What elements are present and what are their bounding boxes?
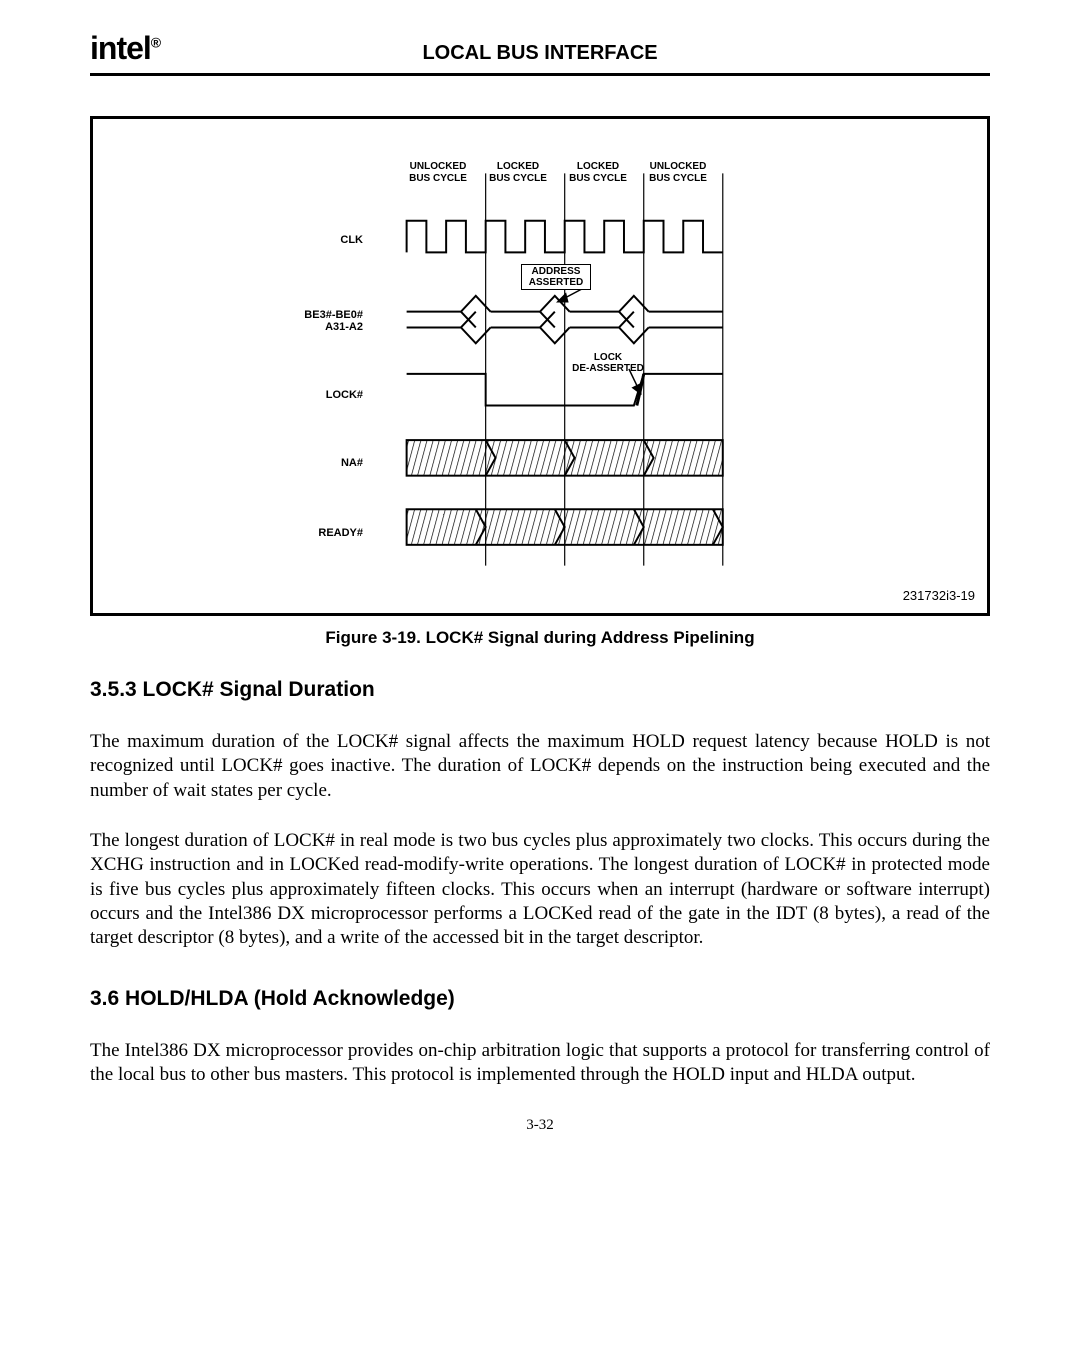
intel-logo: intel® — [90, 30, 160, 67]
signal-label-be: BE3#-BE0# A31-A2 — [243, 309, 363, 333]
registered-mark: ® — [151, 34, 160, 50]
chapter-title: LOCAL BUS INTERFACE — [160, 42, 920, 65]
page-header: intel® LOCAL BUS INTERFACE — [90, 30, 990, 76]
signal-label-clk: CLK — [243, 234, 363, 246]
signal-label-na: NA# — [243, 457, 363, 469]
para-353-2: The longest duration of LOCK# in real mo… — [90, 829, 990, 951]
col-label-1: LOCKED BUS CYCLE — [478, 161, 558, 184]
col-label-3: UNLOCKED BUS CYCLE — [638, 161, 718, 184]
annotation-lock-deasserted: LOCK DE-ASSERTED — [563, 352, 653, 374]
section-heading-36: 3.6 HOLD/HLDA (Hold Acknowledge) — [90, 987, 990, 1011]
para-36-1: The Intel386 DX microprocessor provides … — [90, 1039, 990, 1088]
figure-caption: Figure 3-19. LOCK# Signal during Address… — [90, 628, 990, 648]
logo-text: intel — [90, 30, 151, 66]
annotation-address-asserted: ADDRESS ASSERTED — [521, 264, 591, 290]
timing-diagram-figure: UNLOCKED BUS CYCLE LOCKED BUS CYCLE LOCK… — [90, 116, 990, 616]
col-label-0: UNLOCKED BUS CYCLE — [398, 161, 478, 184]
signal-label-ready: READY# — [243, 527, 363, 539]
signal-label-lock: LOCK# — [243, 389, 363, 401]
col-label-2: LOCKED BUS CYCLE — [558, 161, 638, 184]
para-353-1: The maximum duration of the LOCK# signal… — [90, 730, 990, 803]
figure-id: 231732i3-19 — [903, 588, 975, 603]
section-heading-353: 3.5.3 LOCK# Signal Duration — [90, 678, 990, 702]
timing-diagram-svg — [93, 119, 987, 613]
page-number: 3-32 — [90, 1117, 990, 1134]
